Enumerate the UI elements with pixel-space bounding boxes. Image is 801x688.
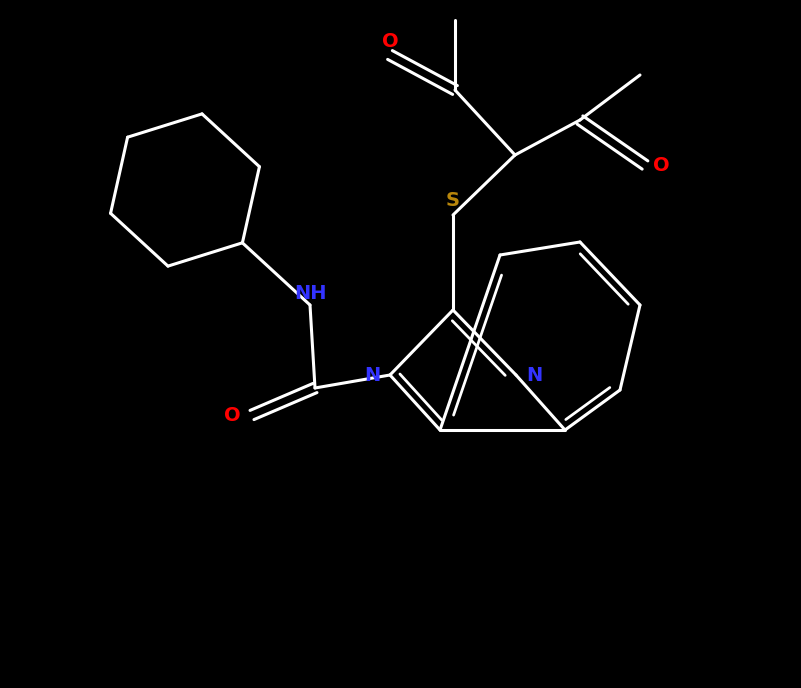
- Text: O: O: [382, 32, 398, 50]
- Text: N: N: [526, 365, 542, 385]
- Text: S: S: [446, 191, 460, 210]
- Text: O: O: [653, 155, 670, 175]
- Text: NH: NH: [294, 283, 326, 303]
- Text: N: N: [364, 365, 380, 385]
- Text: O: O: [223, 405, 240, 424]
